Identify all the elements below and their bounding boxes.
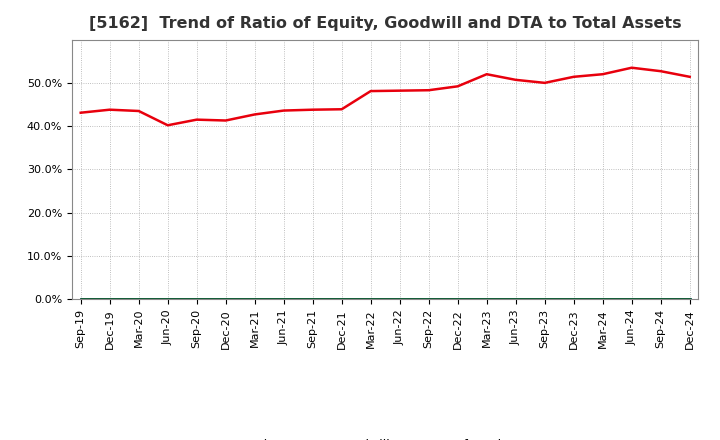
Deferred Tax Assets [570, 297, 578, 302]
Deferred Tax Assets [424, 297, 433, 302]
Deferred Tax Assets [541, 297, 549, 302]
Deferred Tax Assets [308, 297, 317, 302]
Goodwill [163, 297, 172, 302]
Equity [366, 88, 375, 94]
Equity [424, 88, 433, 93]
Deferred Tax Assets [105, 297, 114, 302]
Equity [685, 74, 694, 80]
Equity [308, 107, 317, 112]
Equity [570, 74, 578, 80]
Goodwill [570, 297, 578, 302]
Equity [627, 65, 636, 70]
Equity [192, 117, 201, 122]
Goodwill [279, 297, 288, 302]
Deferred Tax Assets [366, 297, 375, 302]
Goodwill [338, 297, 346, 302]
Deferred Tax Assets [454, 297, 462, 302]
Equity [251, 112, 259, 117]
Goodwill [598, 297, 607, 302]
Deferred Tax Assets [657, 297, 665, 302]
Equity [338, 106, 346, 112]
Deferred Tax Assets [221, 297, 230, 302]
Goodwill [482, 297, 491, 302]
Goodwill [424, 297, 433, 302]
Deferred Tax Assets [163, 297, 172, 302]
Equity [657, 69, 665, 74]
Goodwill [627, 297, 636, 302]
Goodwill [511, 297, 520, 302]
Title: [5162]  Trend of Ratio of Equity, Goodwill and DTA to Total Assets: [5162] Trend of Ratio of Equity, Goodwil… [89, 16, 682, 32]
Equity [279, 108, 288, 113]
Goodwill [366, 297, 375, 302]
Goodwill [657, 297, 665, 302]
Goodwill [105, 297, 114, 302]
Goodwill [251, 297, 259, 302]
Deferred Tax Assets [627, 297, 636, 302]
Equity [541, 80, 549, 85]
Deferred Tax Assets [338, 297, 346, 302]
Deferred Tax Assets [685, 297, 694, 302]
Goodwill [192, 297, 201, 302]
Goodwill [395, 297, 404, 302]
Equity [76, 110, 85, 115]
Goodwill [454, 297, 462, 302]
Equity [163, 123, 172, 128]
Deferred Tax Assets [511, 297, 520, 302]
Deferred Tax Assets [135, 297, 143, 302]
Deferred Tax Assets [192, 297, 201, 302]
Deferred Tax Assets [251, 297, 259, 302]
Equity [598, 72, 607, 77]
Line: Equity: Equity [81, 68, 690, 125]
Goodwill [76, 297, 85, 302]
Goodwill [685, 297, 694, 302]
Equity [511, 77, 520, 82]
Goodwill [308, 297, 317, 302]
Equity [395, 88, 404, 93]
Deferred Tax Assets [279, 297, 288, 302]
Goodwill [541, 297, 549, 302]
Deferred Tax Assets [395, 297, 404, 302]
Equity [135, 108, 143, 114]
Legend: Equity, Goodwill, Deferred Tax Assets: Equity, Goodwill, Deferred Tax Assets [194, 434, 576, 440]
Goodwill [135, 297, 143, 302]
Deferred Tax Assets [598, 297, 607, 302]
Deferred Tax Assets [482, 297, 491, 302]
Equity [221, 118, 230, 123]
Deferred Tax Assets [76, 297, 85, 302]
Equity [105, 107, 114, 112]
Equity [454, 84, 462, 89]
Equity [482, 72, 491, 77]
Goodwill [221, 297, 230, 302]
